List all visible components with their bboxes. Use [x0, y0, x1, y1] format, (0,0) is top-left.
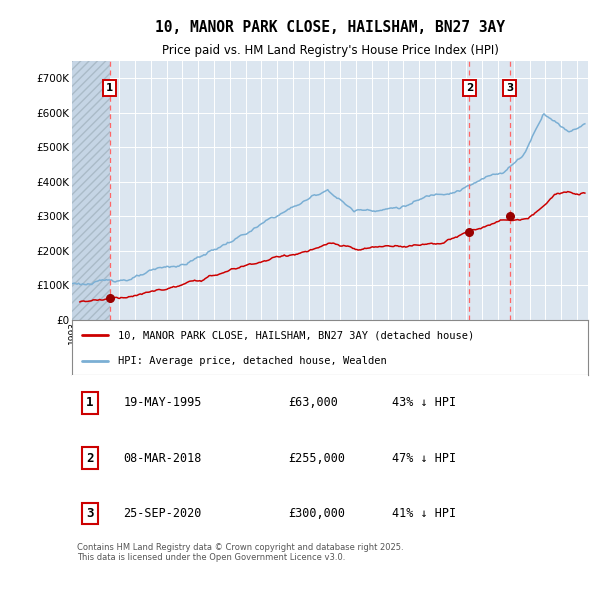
- Text: 1: 1: [86, 396, 94, 409]
- Text: £300,000: £300,000: [289, 507, 346, 520]
- Text: 2: 2: [86, 451, 94, 464]
- Text: £63,000: £63,000: [289, 396, 338, 409]
- Text: 1: 1: [106, 83, 113, 93]
- Text: 10, MANOR PARK CLOSE, HAILSHAM, BN27 3AY (detached house): 10, MANOR PARK CLOSE, HAILSHAM, BN27 3AY…: [118, 330, 475, 340]
- Text: 43% ↓ HPI: 43% ↓ HPI: [392, 396, 456, 409]
- Text: 10, MANOR PARK CLOSE, HAILSHAM, BN27 3AY: 10, MANOR PARK CLOSE, HAILSHAM, BN27 3AY: [155, 20, 505, 35]
- Text: Price paid vs. HM Land Registry's House Price Index (HPI): Price paid vs. HM Land Registry's House …: [161, 44, 499, 57]
- Bar: [72, 61, 110, 320]
- Text: 3: 3: [506, 83, 513, 93]
- Text: 2: 2: [466, 83, 473, 93]
- Text: HPI: Average price, detached house, Wealden: HPI: Average price, detached house, Weal…: [118, 356, 387, 366]
- Text: 25-SEP-2020: 25-SEP-2020: [124, 507, 202, 520]
- Text: 41% ↓ HPI: 41% ↓ HPI: [392, 507, 456, 520]
- Text: 3: 3: [86, 507, 94, 520]
- Text: £255,000: £255,000: [289, 451, 346, 464]
- Text: 47% ↓ HPI: 47% ↓ HPI: [392, 451, 456, 464]
- Text: Contains HM Land Registry data © Crown copyright and database right 2025.
This d: Contains HM Land Registry data © Crown c…: [77, 543, 404, 562]
- Text: 19-MAY-1995: 19-MAY-1995: [124, 396, 202, 409]
- Text: 08-MAR-2018: 08-MAR-2018: [124, 451, 202, 464]
